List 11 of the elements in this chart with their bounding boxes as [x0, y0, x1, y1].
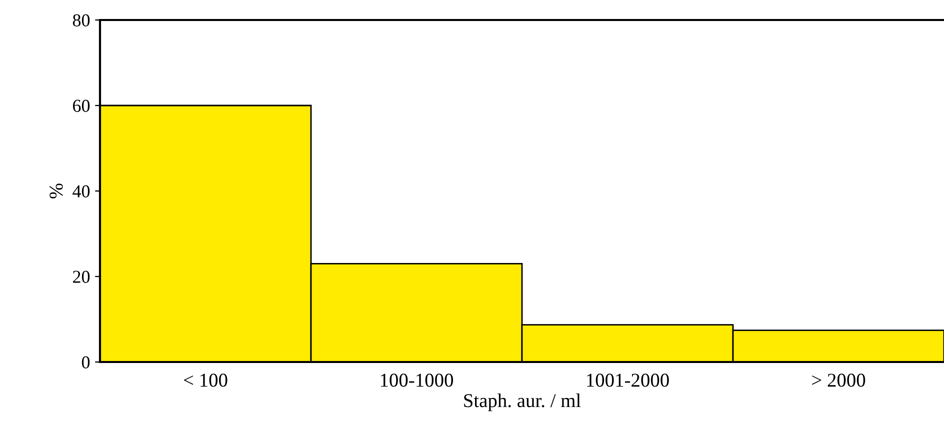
y-tick-label: 20: [73, 270, 90, 283]
x-tick-label: < 100: [184, 374, 228, 387]
x-tick-label: 1001-2000: [587, 374, 669, 387]
x-tick-label: > 2000: [812, 374, 866, 387]
y-tick-label: 40: [72, 185, 90, 198]
y-tick-label: 80: [72, 14, 90, 26]
y-tick-label: 60: [73, 100, 90, 112]
y-axis-title: %: [50, 184, 63, 198]
x-tick-label: 100-1000: [380, 374, 454, 387]
x-axis-title: Staph. aur. / ml: [464, 394, 581, 412]
y-tick-label: 0: [82, 356, 90, 368]
